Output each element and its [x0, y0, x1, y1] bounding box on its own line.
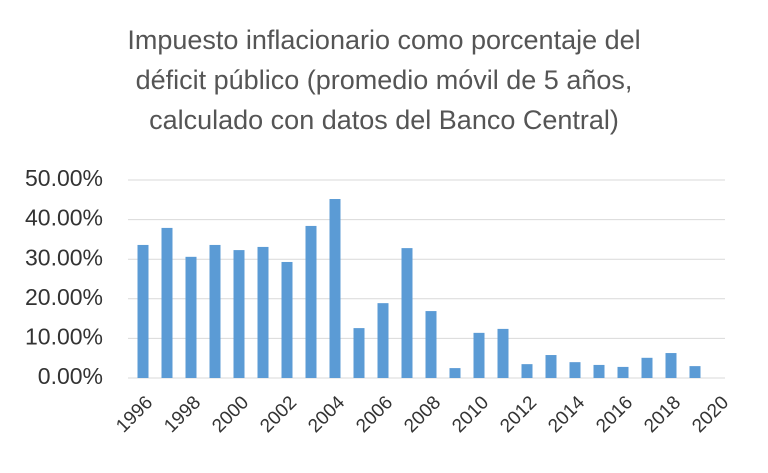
- x-tick-label: 2016: [592, 392, 637, 437]
- bar: [353, 328, 365, 378]
- y-tick-label: 50.00%: [25, 165, 103, 191]
- bar: [641, 357, 653, 378]
- bar: [689, 366, 701, 378]
- bar: [257, 246, 269, 378]
- x-tick-label: 2006: [352, 392, 397, 437]
- bar: [209, 244, 221, 378]
- x-tick-label: 2000: [208, 392, 253, 437]
- bar: [497, 328, 509, 378]
- x-tick-label: 2018: [640, 392, 685, 437]
- x-tick-label: 2014: [544, 392, 589, 437]
- x-tick-label: 2020: [688, 392, 733, 437]
- bar: [377, 303, 389, 378]
- bar: [401, 248, 413, 378]
- bar: [449, 368, 461, 378]
- bar: [521, 364, 533, 378]
- y-tick-label: 0.00%: [38, 363, 103, 389]
- y-tick-label: 20.00%: [25, 284, 103, 310]
- chart-title: calculado con datos del Banco Central): [149, 105, 619, 135]
- bar: [425, 311, 437, 378]
- bar: [617, 366, 629, 378]
- x-tick-label: 2010: [448, 392, 493, 437]
- chart-title: déficit público (promedio móvil de 5 año…: [136, 65, 633, 95]
- x-tick-label: 1998: [160, 392, 205, 437]
- y-tick-label: 30.00%: [25, 244, 103, 270]
- bar: [281, 261, 293, 378]
- bar: [569, 362, 581, 378]
- bar: [185, 256, 197, 378]
- bar: [329, 199, 341, 378]
- x-tick-label: 1996: [112, 392, 157, 437]
- bar: [665, 353, 677, 378]
- bar: [545, 355, 557, 378]
- bar: [473, 332, 485, 378]
- x-tick-label: 2004: [304, 392, 349, 437]
- bar: [593, 364, 605, 378]
- bar: [137, 244, 149, 378]
- x-tick-label: 2002: [256, 392, 301, 437]
- chart-title: Impuesto inflacionario como porcentaje d…: [127, 25, 640, 55]
- bar: [305, 225, 317, 378]
- bar: [161, 227, 173, 378]
- y-tick-label: 10.00%: [25, 323, 103, 349]
- y-tick-label: 40.00%: [25, 205, 103, 231]
- bar: [233, 250, 245, 378]
- x-tick-label: 2008: [400, 392, 445, 437]
- x-tick-label: 2012: [496, 392, 541, 437]
